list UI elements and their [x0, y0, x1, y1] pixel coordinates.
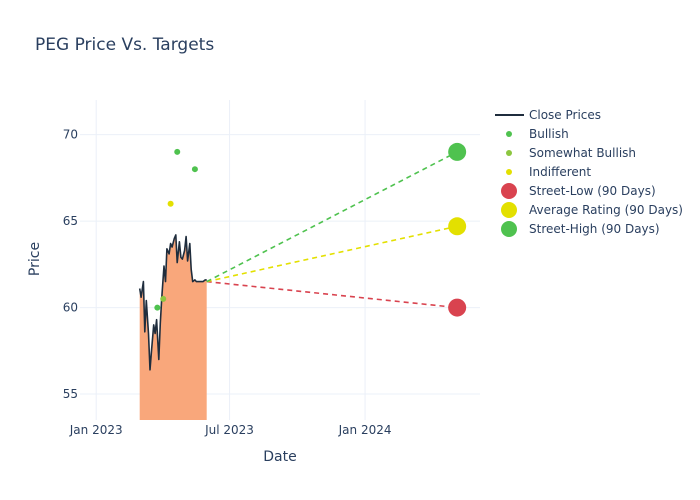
somewhat-bullish-rating-point [160, 295, 167, 302]
y-tick-label: 55 [63, 387, 78, 401]
street-low-target-line [206, 280, 458, 309]
legend-label: Somewhat Bullish [529, 146, 636, 160]
legend-marker-swatch [501, 221, 517, 237]
x-axis-label: Date [263, 449, 296, 465]
legend-dot-swatch [506, 150, 512, 156]
legend-label: Street-Low (90 Days) [529, 184, 656, 198]
y-tick-label: 70 [63, 128, 78, 142]
y-axis-label: Price [27, 242, 43, 276]
legend-marker-swatch [501, 183, 517, 199]
street-high-target-marker [448, 142, 467, 161]
x-tick-label: Jul 2023 [204, 423, 254, 437]
legend-label: Bullish [529, 127, 569, 141]
legend-label: Indifferent [529, 165, 591, 179]
bullish-rating-point [174, 148, 181, 155]
y-tick-label: 65 [63, 214, 78, 228]
close-price-area [139, 234, 207, 420]
street-high-target-line [206, 151, 458, 283]
legend-label: Close Prices [529, 108, 601, 122]
street-low-target-marker [448, 298, 467, 317]
average-target-marker [448, 217, 467, 236]
bullish-rating-point [191, 166, 198, 173]
legend-dot-swatch [506, 131, 512, 137]
legend-label: Street-High (90 Days) [529, 222, 660, 236]
y-tick-label: 60 [63, 301, 78, 315]
close-price-line [138, 234, 207, 371]
bullish-rating-point [154, 304, 161, 311]
legend-label: Average Rating (90 Days) [529, 203, 683, 217]
legend-dot-swatch [506, 169, 512, 175]
legend-marker-swatch [501, 202, 517, 218]
indifferent-rating-point [167, 200, 174, 207]
chart-title: PEG Price Vs. Targets [35, 35, 214, 55]
x-tick-label: Jan 2023 [69, 423, 123, 437]
average-target-line [206, 225, 458, 283]
x-tick-label: Jan 2024 [338, 423, 392, 437]
